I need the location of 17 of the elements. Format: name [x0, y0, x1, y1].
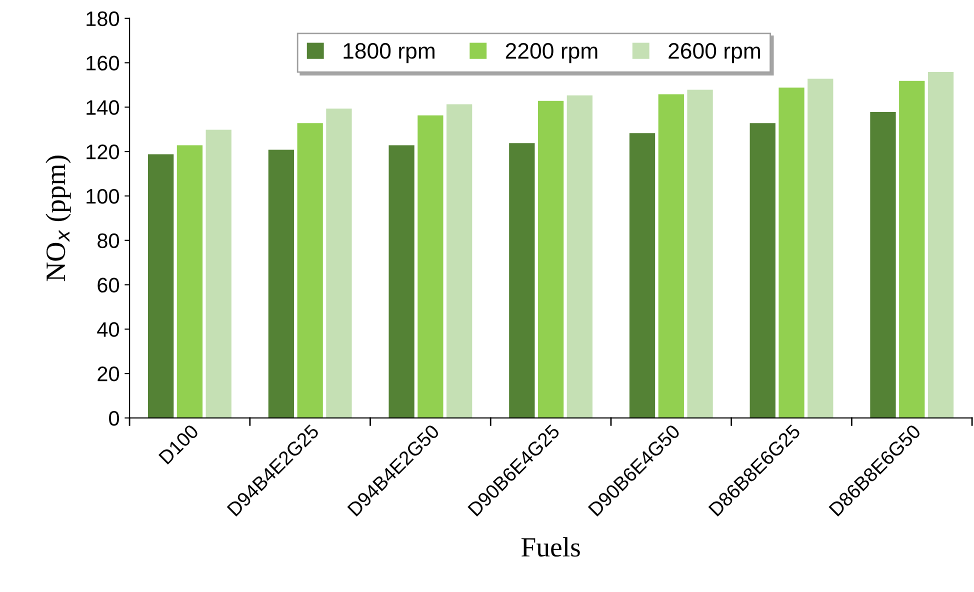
- y-tick-label: 100: [86, 188, 120, 204]
- y-tick-label: 160: [86, 56, 120, 71]
- bar: [325, 108, 353, 418]
- y-tick-label: 20: [98, 366, 120, 382]
- y-tick-label: 40: [97, 322, 120, 337]
- y-tick-label: 80: [98, 233, 120, 248]
- y-tick-label: 0: [109, 410, 120, 426]
- bar: [388, 144, 416, 418]
- legend-label: 2600 rpm: [668, 43, 760, 64]
- y-tick-label: 140: [86, 100, 120, 115]
- y-tick-label: 120: [86, 144, 120, 160]
- y-axis-title: NO$_{x}$ (ppm): [46, 156, 71, 282]
- legend-label: 1800 rpm: [344, 43, 434, 64]
- x-axis-title: Fuels: [522, 537, 580, 557]
- legend-label: 2200 rpm: [506, 43, 598, 64]
- y-tick-label: 60: [98, 278, 120, 293]
- y-tick-label: 180: [86, 11, 120, 26]
